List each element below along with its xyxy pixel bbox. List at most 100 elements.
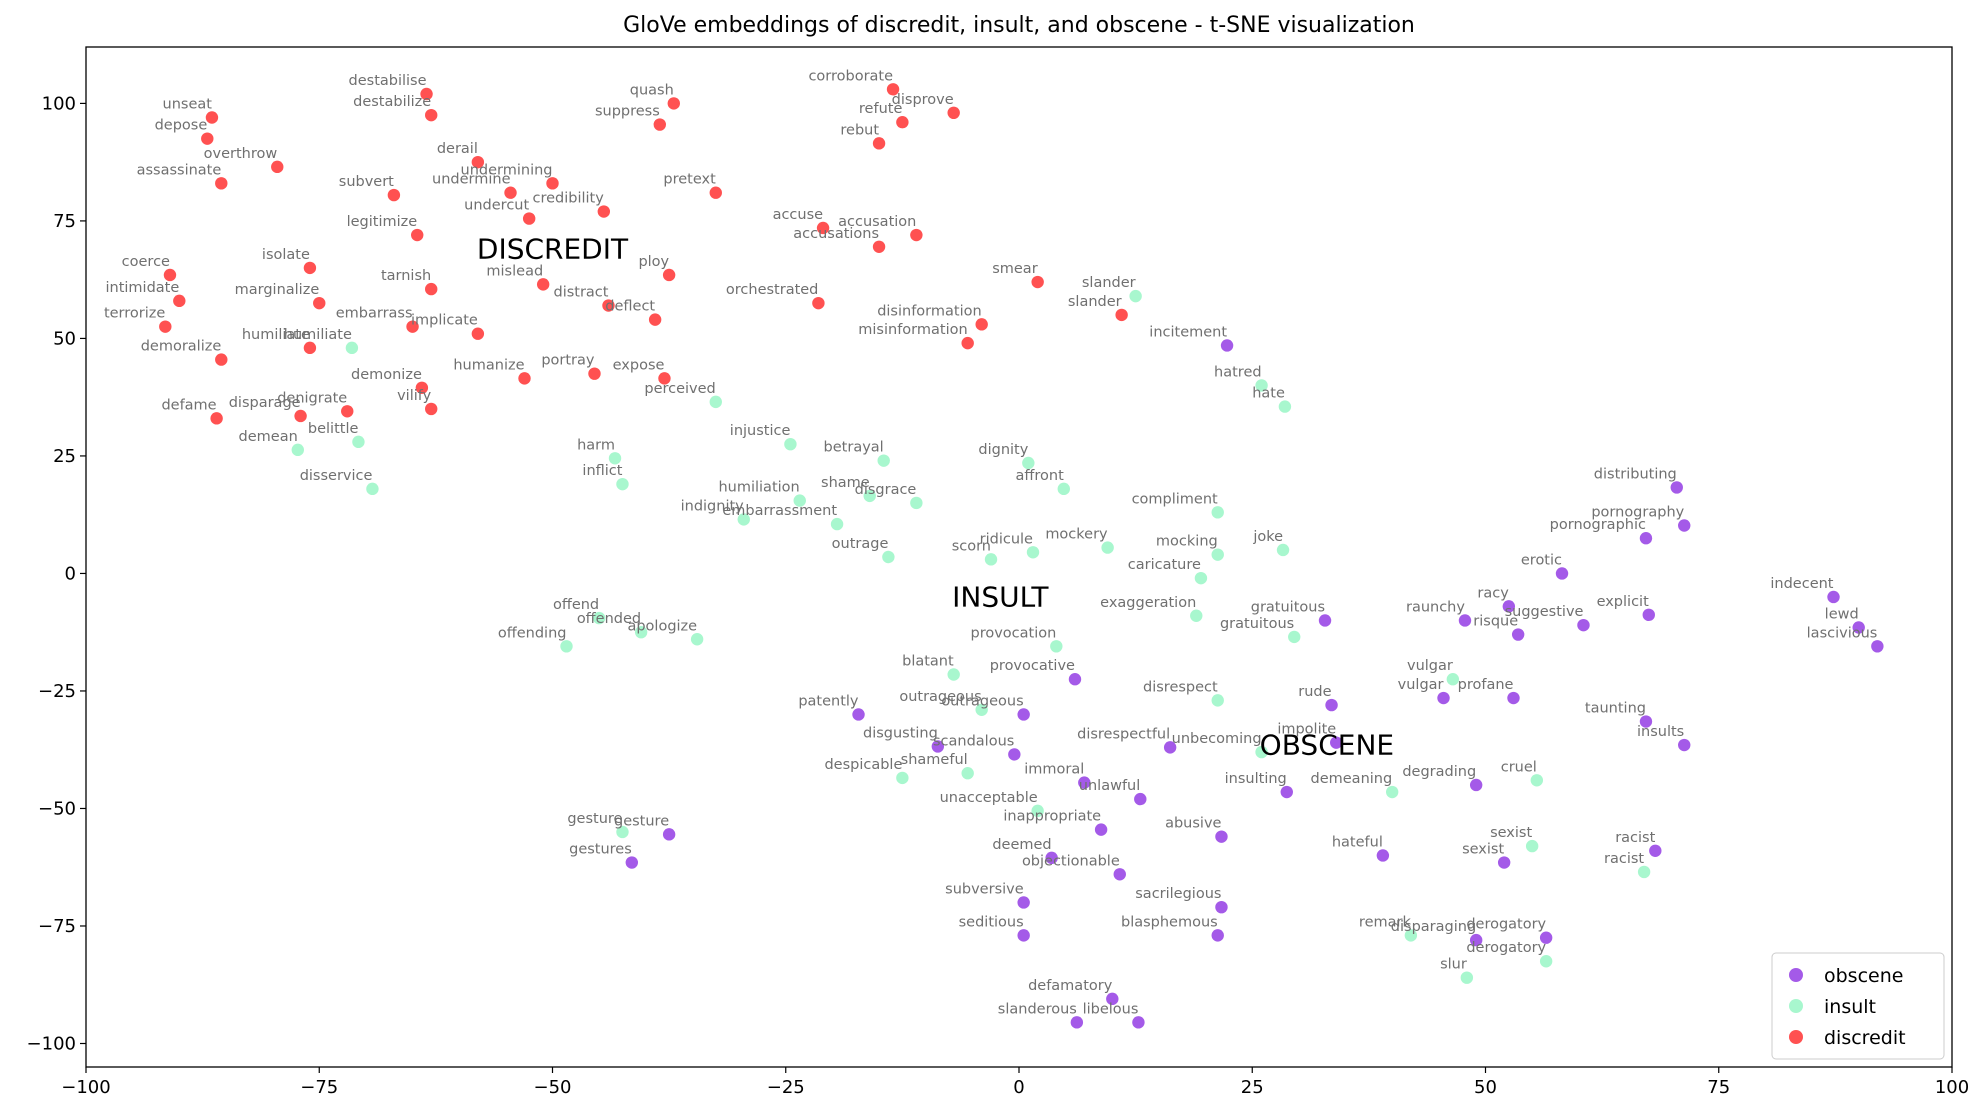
point-label: assassinate [137, 162, 222, 178]
scatter-point-insult [616, 477, 629, 491]
point-label: caricature [1128, 557, 1201, 573]
point-label: embarrassment [722, 503, 837, 519]
scatter-point-discredit [341, 405, 354, 418]
point-label: humiliation [718, 480, 799, 496]
scatter-point-obscene [1134, 792, 1147, 806]
point-label: inflict [582, 463, 622, 479]
legend-marker-obscene [1789, 968, 1803, 982]
chart-title: GloVe embeddings of discredit, insult, a… [623, 13, 1415, 38]
x-tick-label: −100 [61, 1077, 110, 1098]
scatter-point-insult [961, 767, 974, 780]
scatter-point-discredit [406, 320, 419, 333]
scatter-point-insult [1194, 571, 1208, 585]
point-label: blatant [902, 654, 954, 670]
point-label: disrespect [1143, 679, 1218, 695]
scatter-point-insult [1539, 955, 1553, 968]
point-label: pornographic [1550, 517, 1646, 533]
point-label: subversive [945, 881, 1024, 897]
point-label: legitimize [347, 214, 418, 230]
point-label: exaggeration [1100, 595, 1196, 611]
point-label: betrayal [824, 440, 884, 456]
scatter-point-discredit [709, 186, 722, 199]
point-label: overthrow [204, 146, 278, 162]
x-tick-label: −25 [767, 1077, 805, 1098]
x-axis: −100 −75 −50 −25 0 25 50 75 100 [61, 1067, 1969, 1098]
scatter-point-obscene [1220, 339, 1234, 352]
scatter-point-obscene [1163, 741, 1177, 754]
scatter-point-insult [1288, 630, 1301, 644]
point-label: apologize [627, 618, 697, 634]
point-label: compliment [1132, 491, 1218, 507]
point-label: terrorize [104, 306, 165, 322]
point-label: derogatory [1466, 917, 1546, 933]
scatter-point-obscene [1827, 590, 1840, 604]
scatter-point-insult [1530, 774, 1544, 787]
scatter-point-insult [863, 489, 876, 503]
point-label: shameful [901, 752, 968, 768]
point-label: disservice [300, 468, 373, 484]
point-label: unacceptable [940, 790, 1038, 806]
scatter-point-insult [1446, 673, 1460, 686]
scatter-point-obscene [1507, 691, 1520, 705]
point-label: provocative [990, 658, 1075, 674]
x-tick-label: 0 [1013, 1077, 1024, 1098]
scatter-point-obscene [1502, 600, 1516, 613]
point-label: corroborate [808, 68, 893, 84]
point-label: accusations [793, 226, 879, 242]
scatter-point-discredit [425, 108, 438, 122]
point-label: abusive [1165, 816, 1221, 832]
point-label: belittle [308, 421, 359, 437]
scatter-point-insult [1026, 546, 1040, 559]
scatter-point-insult [1460, 971, 1474, 984]
point-label: lascivious [1807, 625, 1878, 641]
point-label: distributing [1594, 466, 1677, 482]
point-label: outrageous [941, 693, 1023, 709]
scatter-point-insult [1129, 289, 1142, 303]
scatter-point-discredit [303, 341, 317, 355]
scatter-point-discredit [597, 205, 611, 218]
y-tick-label: −25 [38, 681, 76, 702]
scatter-point-discredit [546, 177, 559, 190]
scatter-point-insult [352, 435, 365, 449]
point-label: lewd [1825, 607, 1859, 623]
point-label: indignity [681, 498, 745, 514]
point-label: provocation [971, 625, 1057, 641]
point-label: quash [630, 82, 674, 98]
point-label: patently [798, 693, 859, 709]
scatter-point-insult [690, 633, 704, 646]
scatter-point-discredit [173, 294, 186, 308]
point-label: shame [821, 475, 870, 491]
point-label: hate [1252, 386, 1285, 402]
scatter-point-obscene [1008, 748, 1021, 761]
point-label: hatred [1214, 364, 1262, 380]
scatter-point-obscene [1871, 640, 1884, 653]
point-label: smear [992, 261, 1037, 277]
scatter-point-discredit [961, 336, 974, 350]
scatter-point-discredit [471, 327, 485, 340]
scatter-point-obscene [1215, 830, 1228, 843]
scatter-point-discredit [504, 186, 517, 199]
scatter-point-insult [1022, 456, 1035, 470]
scatter-point-discredit [411, 228, 424, 242]
point-label: scorn [952, 538, 991, 554]
point-label: demonize [351, 367, 422, 383]
point-label: defame [161, 397, 216, 413]
scatter-point-discredit [205, 111, 219, 124]
scatter-point-insult [1255, 379, 1268, 392]
point-label: rude [1298, 684, 1331, 700]
point-label: outrage [832, 536, 889, 552]
scatter-point-insult [616, 825, 629, 839]
scatter-point-insult [592, 611, 606, 625]
scatter-point-insult [737, 513, 750, 526]
point-label: implicate [411, 313, 478, 329]
point-label: perceived [644, 381, 715, 397]
point-label: undercut [464, 198, 529, 214]
scatter-point-discredit [653, 118, 666, 131]
point-label: derogatory [1466, 940, 1546, 956]
point-label: destabilise [349, 73, 427, 89]
point-label: cruel [1501, 759, 1537, 775]
cluster-annotation: DISCREDIT [477, 233, 629, 266]
point-label: subvert [339, 174, 394, 190]
y-tick-label: −75 [38, 916, 76, 937]
scatter-point-obscene [1318, 614, 1332, 627]
